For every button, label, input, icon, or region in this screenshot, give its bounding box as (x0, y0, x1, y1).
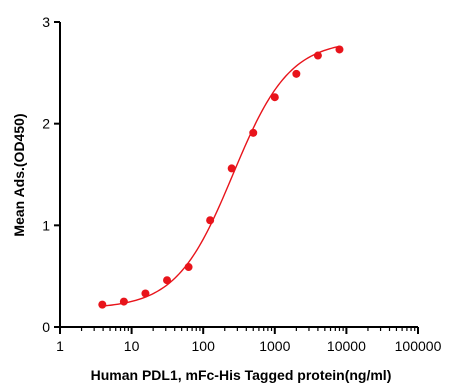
x-tick-label: 100 (192, 338, 216, 354)
y-tick-label: 0 (42, 319, 50, 335)
data-point (227, 164, 236, 173)
x-tick-label: 100000 (395, 338, 442, 354)
data-point (184, 263, 193, 272)
data-point (335, 45, 344, 54)
data-point (249, 128, 258, 137)
curve-layer (102, 45, 340, 307)
data-point (206, 216, 215, 225)
data-point (270, 93, 279, 102)
points-layer (98, 45, 344, 309)
y-tick-label: 2 (42, 116, 50, 132)
x-axis: 1 10 100 1000 10000 100000 (56, 326, 442, 354)
y-axis: 0 1 2 3 (42, 14, 61, 335)
data-point (98, 300, 107, 309)
x-tick-label: 10 (124, 338, 140, 354)
data-point (119, 297, 128, 306)
data-point (141, 289, 150, 298)
x-tick-label: 1 (56, 338, 64, 354)
x-axis-title: Human PDL1, mFc-His Tagged protein(ng/ml… (91, 367, 392, 383)
data-point (292, 69, 301, 78)
y-axis-title: Mean Ads.(OD450) (11, 113, 27, 236)
fitted-curve (102, 45, 340, 307)
data-point (313, 51, 322, 60)
y-tick-label: 1 (42, 217, 50, 233)
x-tick-label: 1000 (259, 338, 290, 354)
y-tick-label: 3 (42, 14, 50, 30)
data-point (163, 276, 172, 285)
x-tick-label: 10000 (327, 338, 366, 354)
